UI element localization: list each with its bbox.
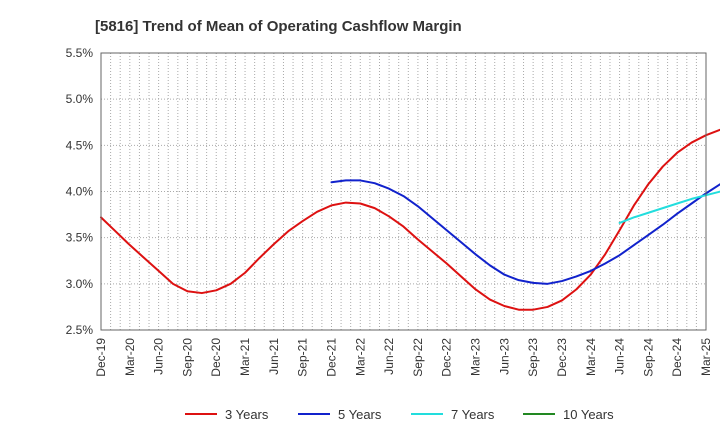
- x-tick-label: Mar-24: [584, 338, 598, 376]
- x-tick-label: Jun-22: [382, 338, 396, 375]
- x-tick-label: Dec-23: [555, 338, 569, 377]
- x-tick-label: Jun-24: [613, 338, 627, 375]
- series-line-5-years: [330, 179, 720, 285]
- x-tick-label: Dec-21: [324, 338, 338, 377]
- y-axis-ticks: 2.5% 3.0% 3.5% 4.0% 4.5% 5.0% 5.5%: [66, 46, 94, 337]
- x-tick-label: Mar-22: [353, 338, 367, 376]
- x-tick-label: Dec-22: [440, 338, 454, 377]
- y-tick-label: 3.0%: [66, 277, 94, 291]
- legend: 3 Years 5 Years 7 Years 10 Years: [185, 407, 614, 422]
- grid-layer: [100, 52, 707, 331]
- x-tick-label: Mar-20: [123, 338, 137, 376]
- x-tick-label: Dec-24: [670, 338, 684, 377]
- x-tick-label: Sep-22: [411, 338, 425, 377]
- legend-label: 7 Years: [451, 407, 495, 422]
- legend-label: 10 Years: [563, 407, 614, 422]
- legend-label: 3 Years: [225, 407, 269, 422]
- series-line-3-years: [100, 128, 720, 311]
- chart-title: [5816] Trend of Mean of Operating Cashfl…: [95, 18, 462, 35]
- x-axis-ticks: Dec-19 Mar-20 Jun-20 Sep-20 Dec-20 Mar-21 Jun-…: [94, 338, 713, 377]
- y-tick-label: 5.5%: [66, 46, 94, 60]
- x-tick-label: Sep-24: [641, 338, 655, 377]
- plot-frame: [100, 52, 707, 331]
- y-tick-label: 3.5%: [66, 231, 94, 245]
- x-tick-label: Mar-21: [238, 338, 252, 376]
- x-tick-label: Sep-21: [296, 338, 310, 377]
- y-tick-label: 2.5%: [66, 323, 94, 337]
- y-tick-label: 4.0%: [66, 185, 94, 199]
- x-tick-label: Dec-20: [209, 338, 223, 377]
- y-tick-label: 4.5%: [66, 138, 94, 152]
- series-layer: [100, 128, 720, 311]
- x-tick-label: Dec-19: [94, 338, 108, 377]
- y-tick-label: 5.0%: [66, 92, 94, 106]
- x-tick-label: Jun-21: [267, 338, 281, 375]
- x-tick-label: Sep-23: [526, 338, 540, 377]
- x-tick-label: Mar-23: [469, 338, 483, 376]
- series-line-7-years: [618, 190, 720, 224]
- x-tick-label: Sep-20: [180, 338, 194, 377]
- x-tick-label: Jun-23: [497, 338, 511, 375]
- x-tick-label: Jun-20: [152, 338, 166, 375]
- x-tick-label: Mar-25: [699, 338, 713, 376]
- legend-label: 5 Years: [338, 407, 382, 422]
